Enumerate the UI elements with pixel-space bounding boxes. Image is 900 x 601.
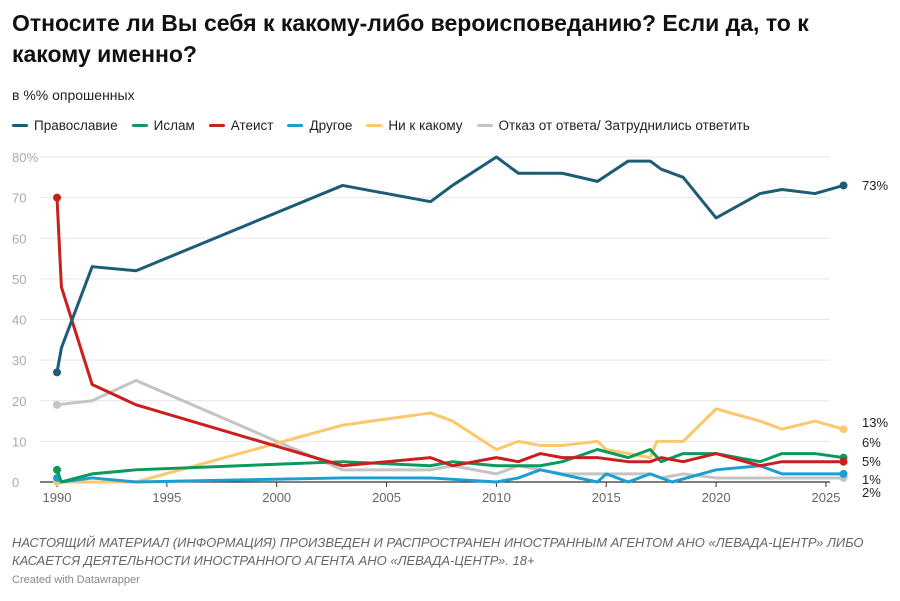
y-tick-label: 0	[12, 475, 19, 490]
series-end-dot	[839, 425, 848, 434]
legend-swatch	[131, 124, 148, 127]
y-tick-label: 20	[12, 394, 26, 409]
series-start-dot	[53, 193, 61, 202]
series-end-dot	[839, 457, 848, 466]
legend-swatch	[208, 124, 225, 127]
credit: Created with Datawrapper	[12, 574, 140, 586]
x-tick-label: 2005	[372, 490, 401, 505]
legend-swatch	[366, 124, 383, 127]
y-tick-label: 70	[12, 191, 26, 206]
series-start-dot	[53, 465, 61, 474]
end-value-label: 1%	[862, 472, 881, 487]
x-tick-label: 1995	[152, 490, 181, 505]
y-tick-label: 60	[12, 231, 26, 246]
series-line	[55, 197, 844, 468]
series-line	[55, 464, 844, 484]
legend: Православие Ислам Атеист Другое Ни к какому О…	[12, 118, 750, 133]
y-tick-label: 80%	[12, 150, 38, 165]
legend-swatch	[476, 124, 493, 127]
series-end-dot	[839, 181, 848, 190]
series-start-dot	[53, 368, 61, 377]
end-value-label: 2%	[862, 485, 881, 500]
y-tick-label: 50	[12, 272, 26, 287]
series-end-dot	[839, 469, 848, 478]
chart-title: Относите ли Вы себя к какому-либо вероис…	[12, 10, 809, 67]
legend-item: Православие	[12, 118, 118, 133]
legend-item: Отказ от ответа/ Затруднились ответить	[476, 118, 750, 133]
series-start-dot	[53, 400, 61, 409]
x-tick-label: 2010	[482, 490, 511, 505]
end-value-label: 13%	[862, 415, 888, 430]
chart-subtitle: в %% опрошенных	[12, 87, 135, 103]
legend-label: Атеист	[230, 118, 274, 133]
legend-label: Ни к какому	[388, 118, 463, 133]
legend-label: Ислам	[153, 118, 195, 133]
legend-swatch	[12, 124, 28, 127]
y-tick-label: 30	[12, 353, 26, 368]
x-tick-label: 2000	[262, 490, 291, 505]
y-tick-label: 10	[12, 434, 26, 449]
legend-label: Православие	[34, 118, 118, 133]
y-tick-label: 40	[12, 313, 26, 328]
legend-swatch	[287, 124, 304, 127]
x-tick-label: 2015	[592, 490, 621, 505]
x-tick-label: 2025	[811, 490, 840, 505]
series-line	[55, 448, 844, 484]
disclaimer-note: НАСТОЯЩИЙ МАТЕРИАЛ (ИНФОРМАЦИЯ) ПРОИЗВЕД…	[12, 535, 864, 568]
end-value-label: 5%	[862, 454, 881, 469]
legend-item: Ни к какому	[366, 118, 463, 133]
x-tick-label: 1990	[43, 490, 72, 505]
legend-label: Другое	[309, 118, 353, 133]
end-value-label: 6%	[862, 435, 881, 450]
series-line	[57, 407, 844, 484]
legend-item: Другое	[287, 118, 352, 133]
legend-label: Отказ от ответа/ Затруднились ответить	[498, 118, 750, 133]
legend-item: Атеист	[208, 118, 274, 133]
x-tick-label: 2020	[702, 490, 731, 505]
legend-item: Ислам	[131, 118, 195, 133]
end-value-label: 73%	[862, 178, 888, 193]
series-line	[55, 155, 844, 373]
